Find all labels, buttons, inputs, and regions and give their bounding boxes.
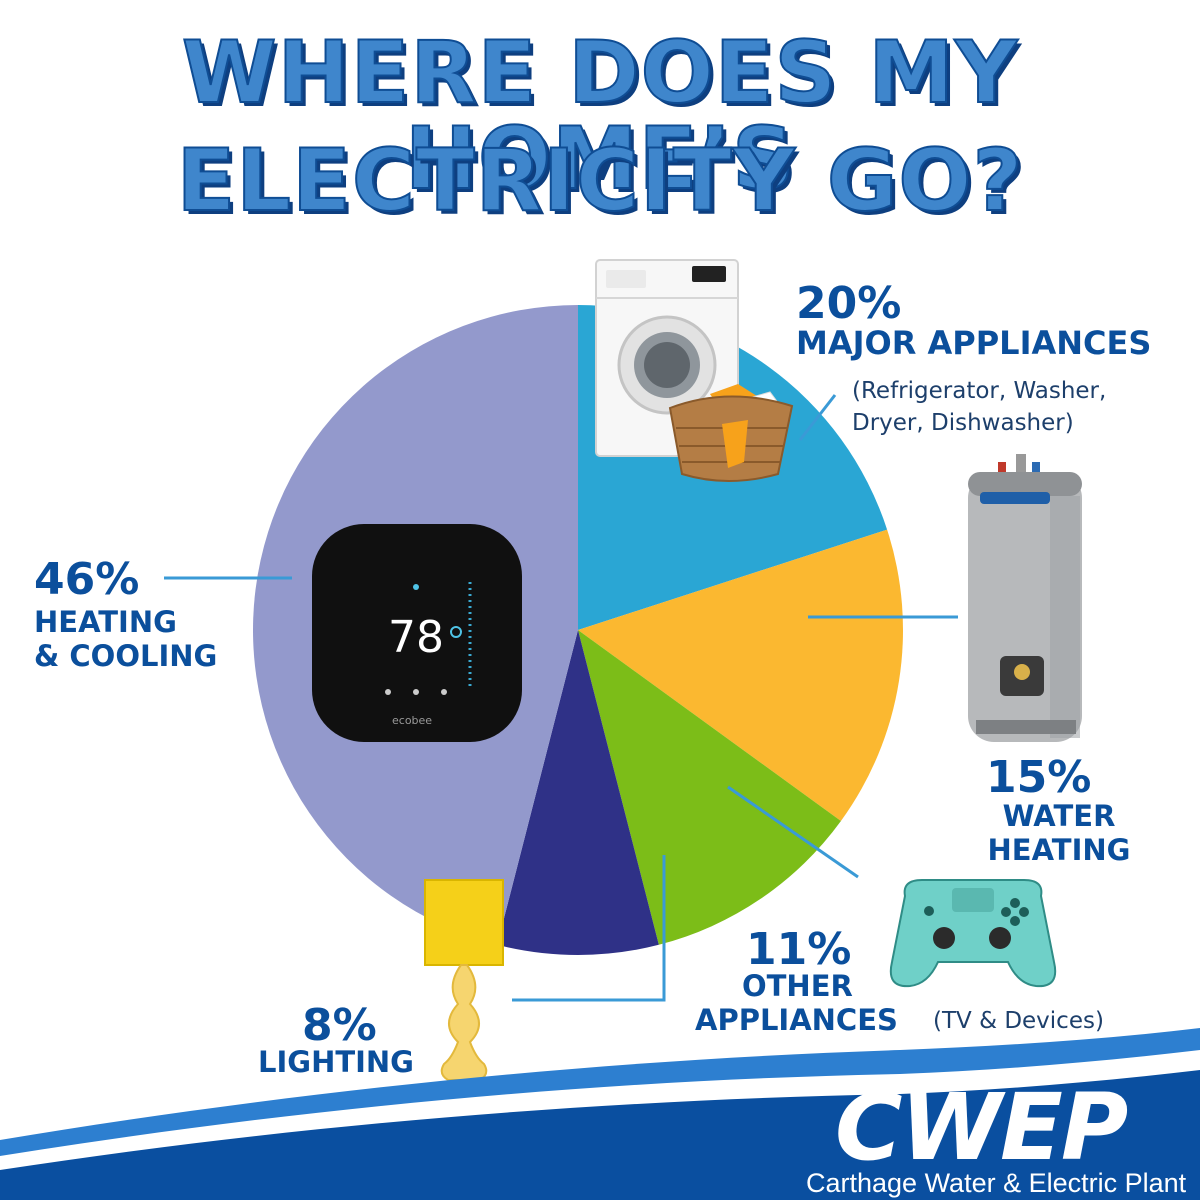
footer-wave — [0, 1028, 1200, 1200]
leader-line-other — [727, 785, 859, 879]
label-other-appliances-2: APPLIANCES — [695, 1003, 898, 1037]
leader-lines — [164, 394, 958, 1002]
label-water-heating-2: HEATING — [987, 833, 1131, 867]
leader-line-major — [798, 394, 837, 441]
label-heating-cooling-2: & COOLING — [34, 639, 218, 673]
note-major-appliances-1: (Refrigerator, Washer, — [852, 378, 1107, 404]
label-water-heating-1: WATER — [1002, 799, 1116, 833]
lamp-icon — [424, 879, 504, 1081]
title-line-1: WHERE DOES MY HOME’S — [181, 23, 1019, 209]
slice-lighting — [497, 630, 659, 955]
footer-tagline: Carthage Water & Electric Plant — [806, 1168, 1187, 1198]
laundry-basket-icon — [668, 384, 794, 482]
slice-other-appliances — [578, 630, 841, 945]
pct-heating-cooling: 46% — [34, 554, 140, 605]
thermostat-icon: 78 ecobee — [312, 524, 522, 742]
pct-other-appliances: 11% — [746, 924, 852, 975]
label-heating-cooling-1: HEATING — [34, 605, 177, 639]
pct-lighting: 8% — [302, 1000, 377, 1051]
water-heater-icon — [968, 454, 1082, 742]
leader-line-lighting — [512, 855, 666, 1002]
slice-water-heating — [578, 529, 903, 822]
pct-water-heating: 15% — [986, 752, 1092, 803]
title-line-2: ELECTRICITY GO? — [176, 131, 1024, 231]
pct-major-appliances: 20% — [796, 278, 902, 329]
cwep-logo: CWEP — [835, 1074, 1128, 1181]
label-lighting: LIGHTING — [258, 1045, 414, 1079]
note-major-appliances-2: Dryer, Dishwasher) — [852, 410, 1074, 436]
thermostat-reading: 78 — [388, 612, 444, 663]
label-other-appliances-1: OTHER — [742, 969, 853, 1003]
game-controller-icon — [889, 879, 1057, 988]
thermostat-brand: ecobee — [392, 714, 432, 727]
note-other-appliances: (TV & Devices) — [933, 1008, 1104, 1034]
label-major-appliances: MAJOR APPLIANCES — [796, 324, 1152, 362]
